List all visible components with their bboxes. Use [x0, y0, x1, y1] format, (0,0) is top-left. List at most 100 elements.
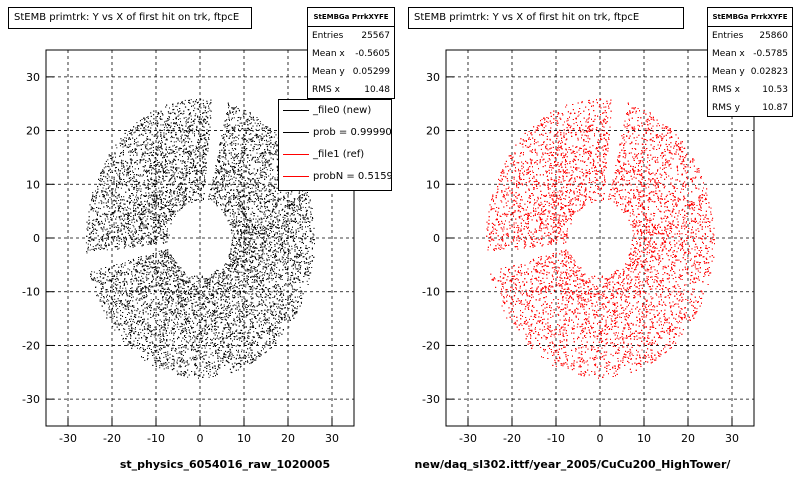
scatter-point [241, 351, 242, 352]
scatter-point [107, 217, 108, 218]
scatter-point [284, 243, 285, 244]
scatter-point [259, 196, 260, 197]
scatter-point [202, 338, 203, 339]
scatter-point [194, 283, 195, 284]
scatter-point [159, 309, 160, 310]
scatter-point [259, 139, 260, 140]
scatter-point [152, 134, 153, 135]
scatter-point [285, 220, 286, 221]
scatter-point [241, 208, 242, 209]
scatter-point [272, 144, 273, 145]
scatter-point [116, 306, 117, 307]
scatter-point [116, 305, 117, 306]
scatter-point [160, 278, 161, 279]
scatter-point [105, 229, 106, 230]
scatter-point [273, 325, 274, 326]
scatter-point [276, 285, 277, 286]
scatter-point [239, 340, 240, 341]
scatter-point [219, 281, 220, 282]
scatter-point [116, 217, 117, 218]
scatter-point [171, 211, 172, 212]
scatter-point [143, 265, 144, 266]
scatter-point [228, 356, 229, 357]
scatter-point [132, 129, 133, 130]
scatter-point [273, 144, 274, 145]
scatter-point [233, 182, 234, 183]
scatter-point [228, 220, 229, 221]
scatter-point [165, 121, 166, 122]
scatter-point [270, 153, 271, 154]
scatter-point [165, 343, 166, 344]
scatter-point [199, 180, 200, 181]
scatter-point [186, 174, 187, 175]
scatter-point [90, 276, 91, 277]
scatter-point [109, 154, 110, 155]
scatter-point [257, 153, 258, 154]
scatter-point [195, 302, 196, 303]
scatter-point [240, 237, 241, 238]
scatter-point [128, 301, 129, 302]
scatter-point [279, 308, 280, 309]
scatter-point [131, 328, 132, 329]
scatter-point [248, 142, 249, 143]
scatter-point [141, 276, 142, 277]
scatter-point [244, 203, 245, 204]
scatter-point [93, 219, 94, 220]
scatter-point [175, 266, 176, 267]
scatter-point [264, 201, 265, 202]
scatter-point [99, 241, 100, 242]
scatter-point [234, 163, 235, 164]
scatter-point [223, 291, 224, 292]
scatter-point [198, 149, 199, 150]
scatter-point [169, 344, 170, 345]
scatter-point [204, 181, 205, 182]
scatter-point [188, 342, 189, 343]
scatter-point [115, 189, 116, 190]
scatter-point [128, 152, 129, 153]
scatter-point [262, 347, 263, 348]
scatter-point [263, 226, 264, 227]
scatter-point [239, 241, 240, 242]
scatter-point [209, 377, 210, 378]
scatter-point [168, 303, 169, 304]
scatter-point [239, 306, 240, 307]
scatter-point [296, 312, 297, 313]
scatter-point [185, 142, 186, 143]
scatter-point [205, 173, 206, 174]
scatter-point [148, 130, 149, 131]
scatter-point [125, 207, 126, 208]
scatter-point [114, 313, 115, 314]
scatter-point [289, 200, 290, 201]
scatter-point [137, 303, 138, 304]
scatter-point [309, 264, 310, 265]
scatter-point [269, 246, 270, 247]
scatter-point [206, 345, 207, 346]
scatter-point [100, 301, 101, 302]
scatter-point [202, 116, 203, 117]
scatter-point [140, 128, 141, 129]
scatter-point [133, 264, 134, 265]
scatter-point [276, 232, 277, 233]
scatter-point [209, 366, 210, 367]
scatter-point [286, 305, 287, 306]
scatter-point [100, 299, 101, 300]
scatter-point [146, 277, 147, 278]
scatter-point [142, 260, 143, 261]
scatter-point [306, 213, 307, 214]
scatter-point [114, 302, 115, 303]
scatter-point [245, 231, 246, 232]
scatter-point [224, 174, 225, 175]
scatter-point [107, 159, 108, 160]
scatter-point [249, 336, 250, 337]
scatter-point [165, 123, 166, 124]
scatter-point [137, 144, 138, 145]
scatter-point [145, 270, 146, 271]
scatter-point [199, 355, 200, 356]
scatter-point [277, 290, 278, 291]
scatter-point [176, 123, 177, 124]
scatter-point [252, 290, 253, 291]
scatter-point [228, 347, 229, 348]
scatter-point [183, 271, 184, 272]
scatter-point [268, 263, 269, 264]
scatter-point [209, 295, 210, 296]
